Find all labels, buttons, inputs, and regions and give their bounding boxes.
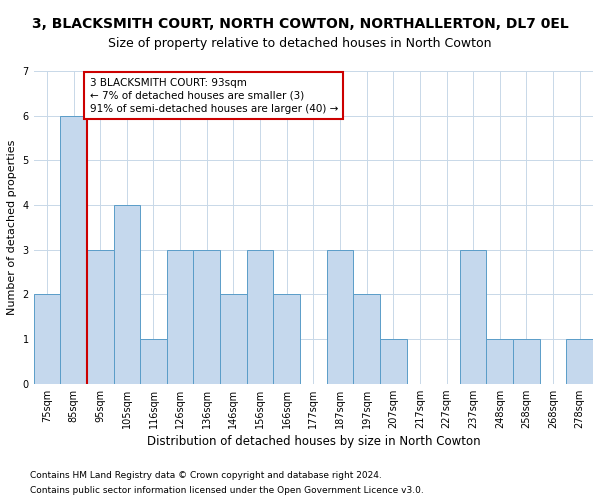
Bar	[566, 339, 593, 384]
Bar	[353, 294, 380, 384]
Y-axis label: Number of detached properties: Number of detached properties	[7, 140, 17, 315]
Bar	[167, 250, 193, 384]
Bar	[460, 250, 487, 384]
Text: Contains public sector information licensed under the Open Government Licence v3: Contains public sector information licen…	[30, 486, 424, 495]
Text: Contains HM Land Registry data © Crown copyright and database right 2024.: Contains HM Land Registry data © Crown c…	[30, 471, 382, 480]
Bar	[113, 205, 140, 384]
Bar	[487, 339, 513, 384]
Bar	[34, 294, 60, 384]
Bar	[513, 339, 540, 384]
Bar	[326, 250, 353, 384]
Bar	[193, 250, 220, 384]
Bar	[274, 294, 300, 384]
Text: 3 BLACKSMITH COURT: 93sqm
← 7% of detached houses are smaller (3)
91% of semi-de: 3 BLACKSMITH COURT: 93sqm ← 7% of detach…	[89, 78, 338, 114]
Bar	[60, 116, 87, 384]
Bar	[87, 250, 113, 384]
Text: Size of property relative to detached houses in North Cowton: Size of property relative to detached ho…	[108, 38, 492, 51]
X-axis label: Distribution of detached houses by size in North Cowton: Distribution of detached houses by size …	[146, 435, 480, 448]
Bar	[247, 250, 274, 384]
Text: 3, BLACKSMITH COURT, NORTH COWTON, NORTHALLERTON, DL7 0EL: 3, BLACKSMITH COURT, NORTH COWTON, NORTH…	[32, 18, 568, 32]
Bar	[140, 339, 167, 384]
Bar	[220, 294, 247, 384]
Bar	[380, 339, 407, 384]
